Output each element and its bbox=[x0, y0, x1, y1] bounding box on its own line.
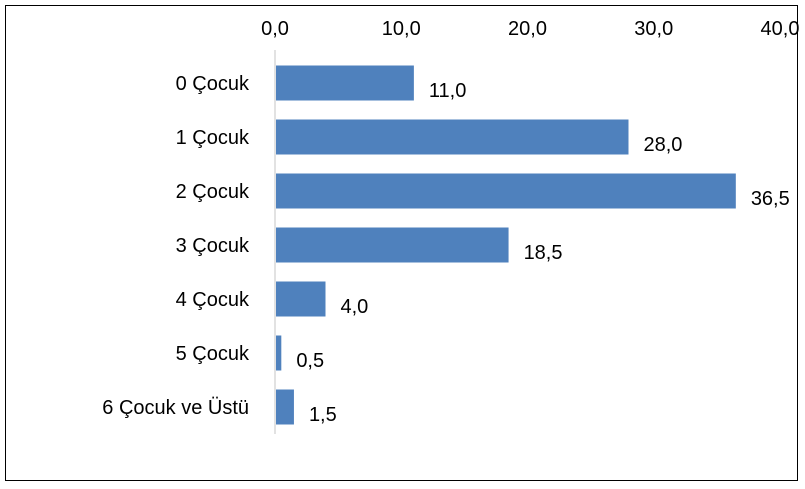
category-label-6: 6 Çocuk ve Üstü bbox=[102, 397, 249, 419]
data-label-0: 11,0 bbox=[429, 80, 466, 102]
bar-2 bbox=[276, 173, 736, 209]
x-tick-label-4: 40,0 bbox=[761, 18, 800, 40]
data-label-4: 4,0 bbox=[341, 296, 369, 318]
category-label-4: 4 Çocuk bbox=[176, 289, 250, 311]
data-labels: 11,0 28,0 36,5 18,5 4,0 0,5 1,5 bbox=[296, 80, 789, 426]
data-label-3: 18,5 bbox=[524, 242, 563, 264]
category-label-2: 2 Çocuk bbox=[176, 181, 250, 203]
bar-4 bbox=[276, 281, 326, 317]
bar-1 bbox=[276, 119, 629, 155]
bar-6 bbox=[276, 389, 294, 425]
category-label-0: 0 Çocuk bbox=[176, 73, 250, 95]
bar-3 bbox=[276, 227, 509, 263]
bars bbox=[276, 65, 736, 425]
data-label-5: 0,5 bbox=[296, 350, 324, 372]
x-axis-ticks: 0,0 10,0 20,0 30,0 40,0 bbox=[261, 18, 799, 40]
category-label-3: 3 Çocuk bbox=[176, 235, 250, 257]
data-label-6: 1,5 bbox=[309, 404, 337, 426]
bar-0 bbox=[276, 65, 414, 101]
category-label-5: 5 Çocuk bbox=[176, 343, 250, 365]
x-tick-label-3: 30,0 bbox=[634, 18, 673, 40]
category-label-1: 1 Çocuk bbox=[176, 127, 250, 149]
data-label-2: 36,5 bbox=[751, 188, 790, 210]
x-tick-label-2: 20,0 bbox=[508, 18, 547, 40]
bar-5 bbox=[276, 335, 282, 371]
data-label-1: 28,0 bbox=[644, 134, 683, 156]
x-tick-label-1: 10,0 bbox=[382, 18, 421, 40]
category-labels: 0 Çocuk 1 Çocuk 2 Çocuk 3 Çocuk 4 Çocuk 5 Çoc… bbox=[102, 73, 250, 419]
x-tick-label-0: 0,0 bbox=[261, 18, 289, 40]
